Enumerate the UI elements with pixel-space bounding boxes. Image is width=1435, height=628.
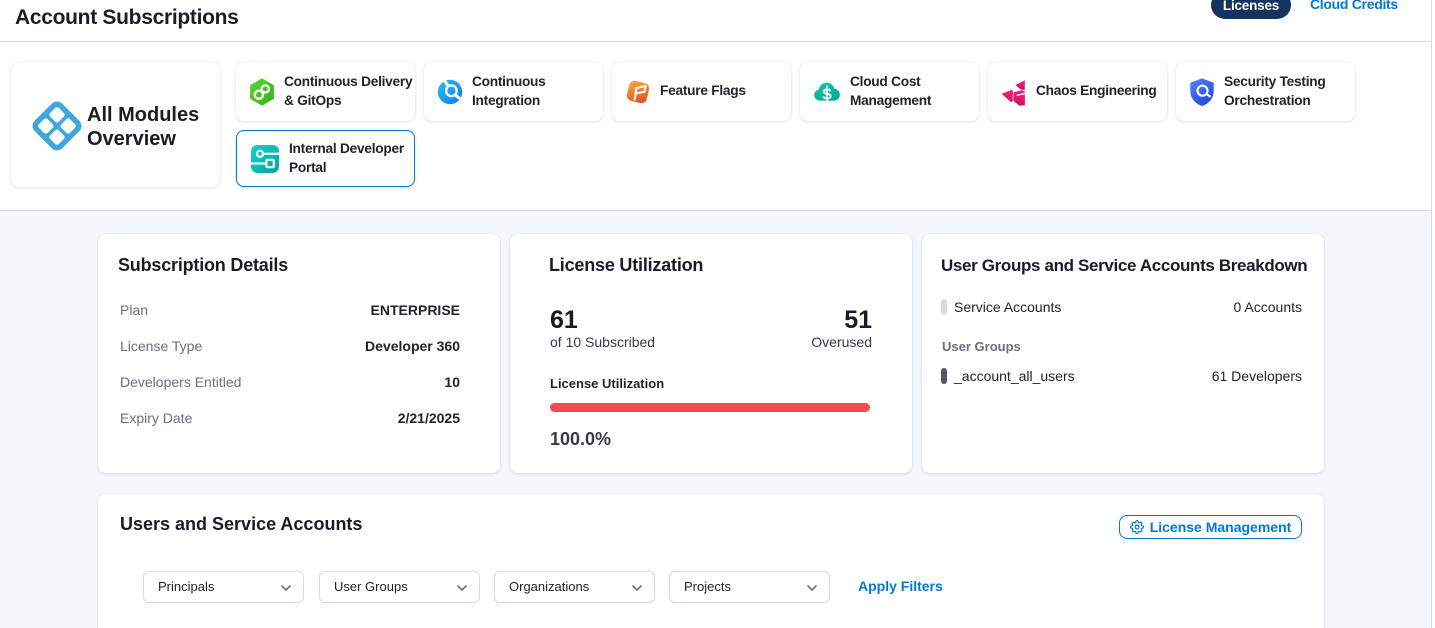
svg-text:S: S [822,86,832,103]
